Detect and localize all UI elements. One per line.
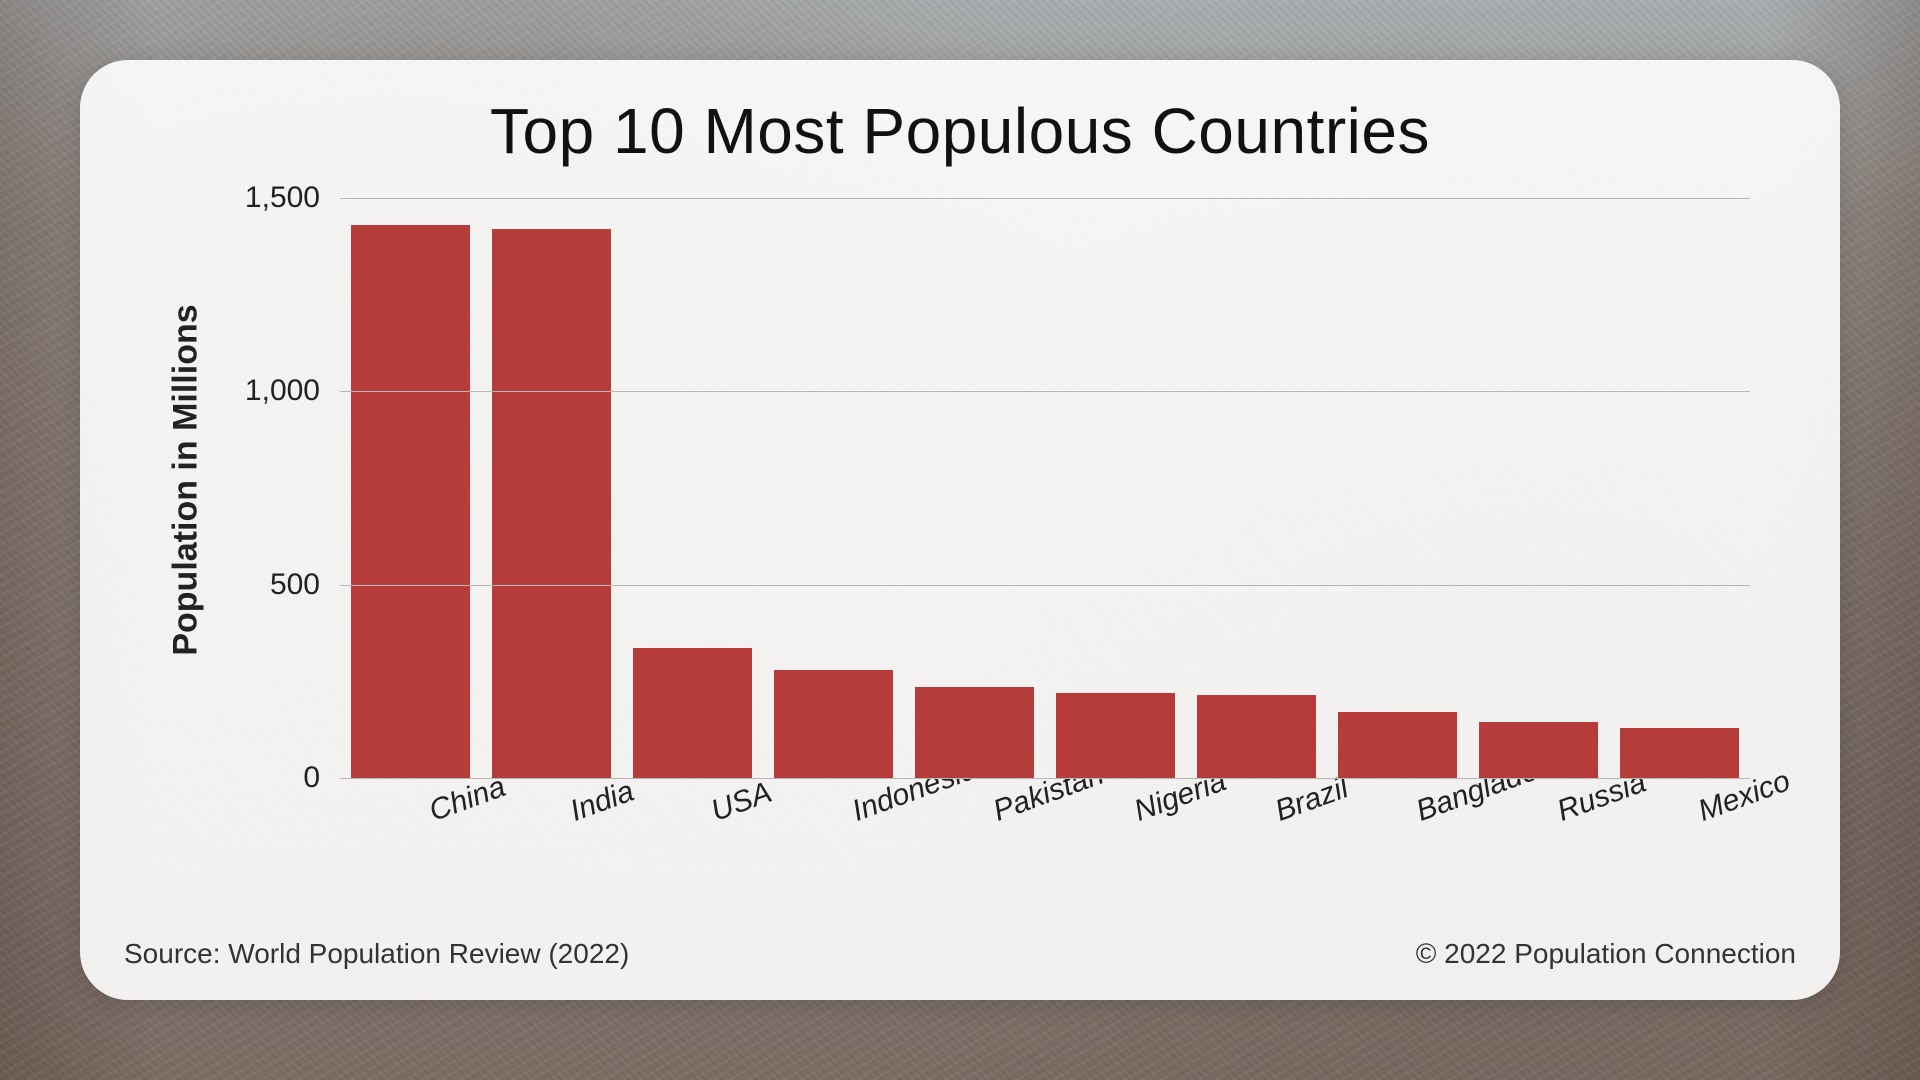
bar xyxy=(633,648,751,778)
gridline xyxy=(340,778,1750,779)
bar xyxy=(351,225,469,778)
gridline xyxy=(340,391,1750,392)
y-tick-label: 500 xyxy=(270,568,320,602)
bar xyxy=(1056,693,1174,778)
bar-slot: Mexico xyxy=(1609,728,1750,778)
y-tick-label: 0 xyxy=(303,761,320,795)
chart-title: Top 10 Most Populous Countries xyxy=(80,94,1840,168)
copyright-text: © 2022 Population Connection xyxy=(1416,938,1796,970)
y-tick-label: 1,500 xyxy=(245,181,320,215)
x-tick-label: India xyxy=(565,775,638,829)
gridline xyxy=(340,198,1750,199)
bar xyxy=(492,229,610,778)
bar-slot: India xyxy=(481,229,622,778)
bar xyxy=(1620,728,1738,778)
bar xyxy=(1197,695,1315,778)
bar-slot: Russia xyxy=(1468,722,1609,778)
bar xyxy=(915,687,1033,778)
plot-area: ChinaIndiaUSAIndonesiaPakistanNigeriaBra… xyxy=(340,198,1750,778)
bar-slot: Pakistan xyxy=(904,687,1045,778)
y-tick-label: 1,000 xyxy=(245,374,320,408)
x-tick-label: Brazil xyxy=(1270,771,1352,829)
y-axis-label: Population in Millions xyxy=(167,304,206,655)
bar-slot: Nigeria xyxy=(1045,693,1186,778)
bar xyxy=(774,670,892,778)
x-tick-label: USA xyxy=(706,776,776,829)
bar-slot: USA xyxy=(622,648,763,778)
bar-slot: China xyxy=(340,225,481,778)
bars-container: ChinaIndiaUSAIndonesiaPakistanNigeriaBra… xyxy=(340,198,1750,778)
bar xyxy=(1338,712,1456,778)
bar-slot: Bangladesh xyxy=(1327,712,1468,778)
bar-slot: Brazil xyxy=(1186,695,1327,778)
gridline xyxy=(340,585,1750,586)
bar xyxy=(1479,722,1597,778)
chart-card: Top 10 Most Populous Countries Populatio… xyxy=(80,60,1840,1000)
bar-slot: Indonesia xyxy=(763,670,904,778)
source-text: Source: World Population Review (2022) xyxy=(124,938,629,970)
